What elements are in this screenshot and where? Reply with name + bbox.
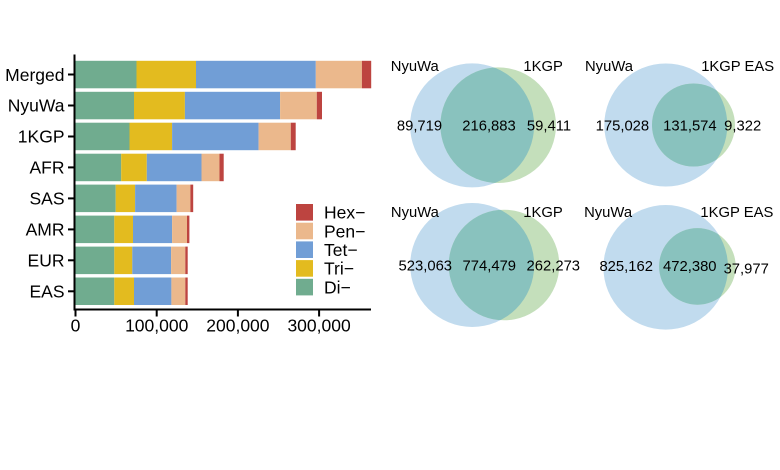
svg-text:Merged: Merged [5,65,64,85]
svg-text:200,000: 200,000 [206,316,270,336]
svg-text:1KGP: 1KGP [523,59,563,75]
svg-text:1KGP: 1KGP [18,127,65,147]
svg-text:262,273: 262,273 [527,259,581,275]
svg-text:774,479: 774,479 [463,259,517,275]
svg-text:SAS: SAS [29,189,64,209]
svg-text:523,063: 523,063 [399,259,453,275]
svg-text:1KGP: 1KGP [523,205,563,221]
svg-text:EAS: EAS [29,282,64,302]
svg-text:NyuWa: NyuWa [585,59,634,75]
svg-text:300,000: 300,000 [287,316,351,336]
svg-text:472,380: 472,380 [663,259,717,275]
svg-text:NyuWa: NyuWa [8,96,65,116]
svg-text:100,000: 100,000 [125,316,189,336]
svg-text:1KGP EAS: 1KGP EAS [700,205,773,221]
svg-text:Hex−: Hex− [324,203,365,223]
svg-text:NyuWa: NyuWa [584,205,633,221]
svg-text:NyuWa: NyuWa [391,59,440,75]
svg-text:37,977: 37,977 [724,262,769,278]
svg-text:89,719: 89,719 [397,118,442,134]
svg-text:AMR: AMR [26,220,65,240]
svg-text:Tri−: Tri− [324,259,354,279]
svg-text:825,162: 825,162 [599,259,653,275]
svg-text:Di−: Di− [324,277,351,297]
svg-text:Tet−: Tet− [324,240,358,260]
svg-text:0: 0 [71,316,81,336]
svg-text:AFR: AFR [30,158,65,178]
svg-text:131,574: 131,574 [663,118,717,134]
svg-text:NyuWa: NyuWa [391,205,440,221]
svg-text:9,322: 9,322 [724,118,761,134]
svg-text:59,411: 59,411 [527,118,571,134]
svg-text:175,028: 175,028 [596,118,650,134]
svg-text:1KGP EAS: 1KGP EAS [701,59,774,75]
svg-text:Pen−: Pen− [324,221,365,241]
svg-text:EUR: EUR [28,251,65,271]
svg-text:216,883: 216,883 [462,118,516,134]
